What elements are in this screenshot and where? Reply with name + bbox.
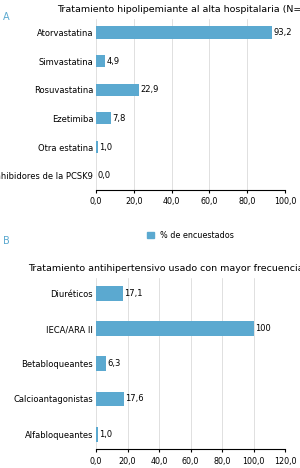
Text: 17,6: 17,6 <box>125 395 144 403</box>
Text: 100: 100 <box>255 324 271 333</box>
Bar <box>96 286 123 301</box>
Bar <box>96 322 253 336</box>
Bar <box>96 55 105 67</box>
Title: Tratamiento antihipertensivo usado con mayor frecuencia (N = 205): Tratamiento antihipertensivo usado con m… <box>28 264 300 273</box>
Text: 1,0: 1,0 <box>99 430 112 439</box>
Text: 0,0: 0,0 <box>98 171 111 180</box>
Title: Tratamiento hipolipemiante al alta hospitalaria (N=205): Tratamiento hipolipemiante al alta hospi… <box>57 5 300 14</box>
Bar <box>96 84 139 96</box>
Text: 17,1: 17,1 <box>124 289 143 298</box>
Text: 93,2: 93,2 <box>274 28 292 37</box>
Bar <box>96 27 272 38</box>
Bar <box>96 357 106 371</box>
Text: 7,8: 7,8 <box>112 114 126 123</box>
Text: B: B <box>3 236 10 246</box>
Bar <box>96 141 98 153</box>
Text: 1,0: 1,0 <box>99 143 112 152</box>
Bar <box>96 427 98 441</box>
Text: A: A <box>3 12 10 22</box>
Text: 6,3: 6,3 <box>107 359 121 368</box>
Bar <box>96 112 111 124</box>
Bar <box>96 392 124 406</box>
Text: 22,9: 22,9 <box>141 85 159 95</box>
Legend: % de encuestados: % de encuestados <box>147 231 234 240</box>
Text: 4,9: 4,9 <box>107 57 120 66</box>
